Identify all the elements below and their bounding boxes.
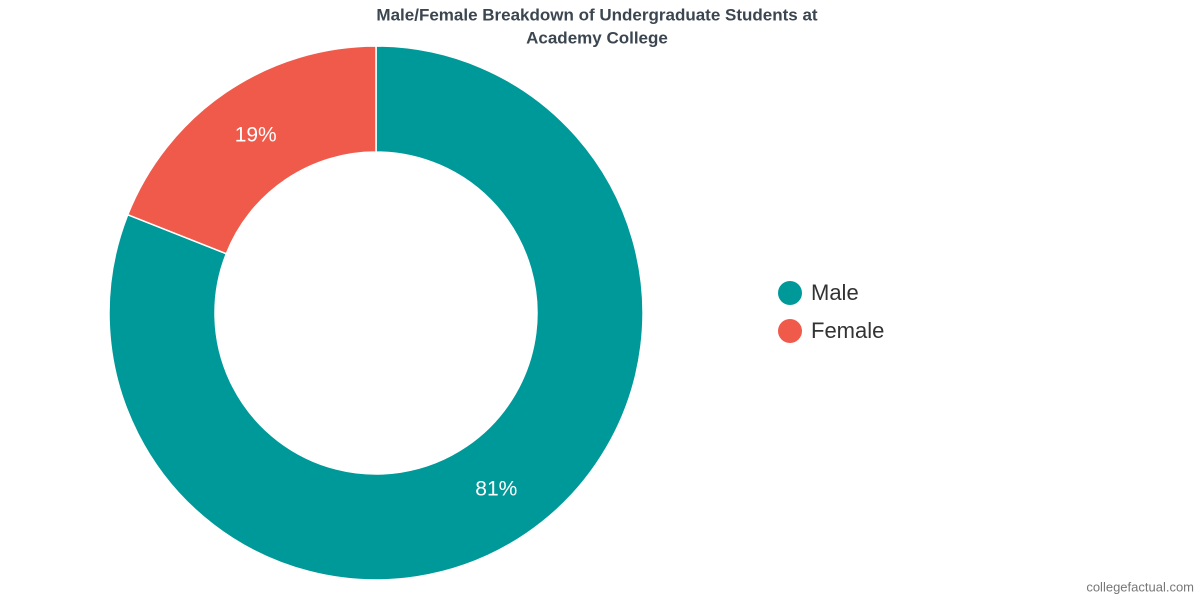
chart-title: Male/Female Breakdown of Undergraduate S… [376,5,817,24]
chart-title: Academy College [526,28,668,47]
legend-marker [778,281,802,305]
legend-label: Male [811,280,859,305]
data-label: 19% [235,124,277,147]
legend-marker [778,319,802,343]
source: collegefactual.com [1086,579,1194,594]
data-label: 81% [475,478,517,501]
slice [126,45,377,255]
legend-label: Female [811,318,884,343]
slice [108,45,644,581]
